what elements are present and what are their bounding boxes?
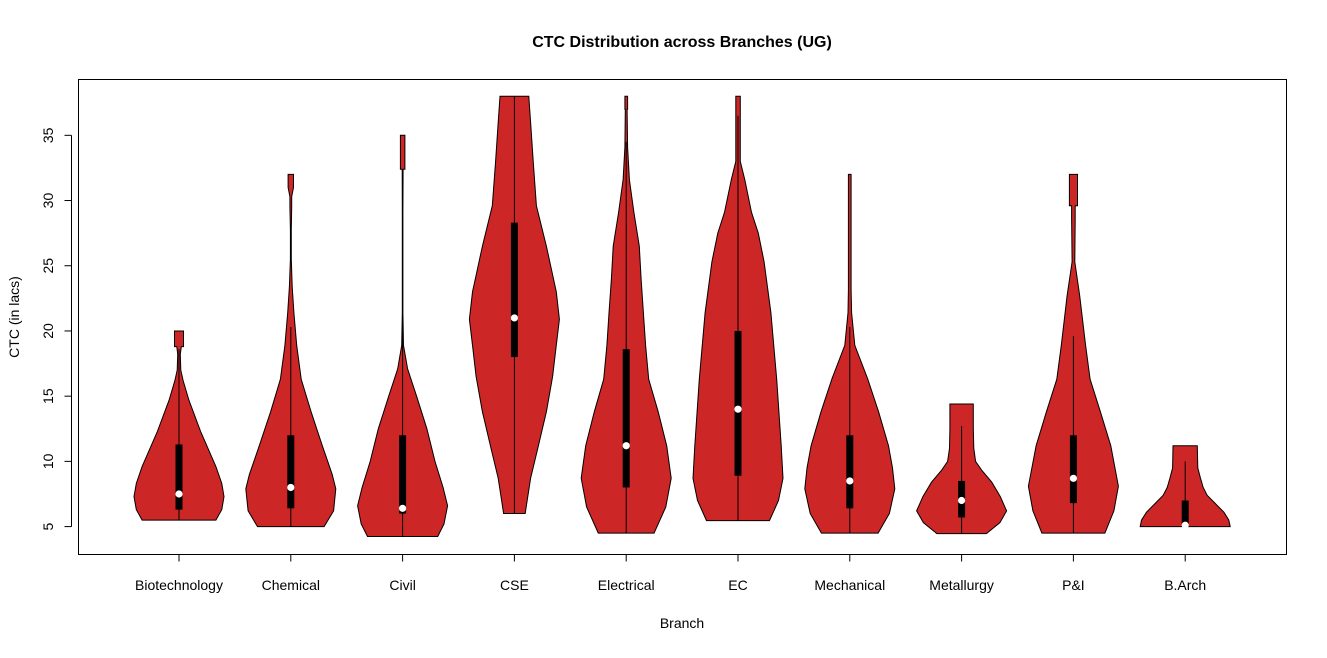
violin-electrical bbox=[580, 95, 672, 534]
x-tick-label: EC bbox=[728, 577, 747, 593]
violin-chemical bbox=[245, 173, 337, 528]
iqr-box bbox=[734, 330, 742, 476]
x-tick-label: B.Arch bbox=[1164, 577, 1206, 593]
y-tick-label: 25 bbox=[40, 258, 56, 274]
violin-biotechnology bbox=[133, 330, 225, 521]
x-tick-label: Metallurgy bbox=[929, 577, 994, 593]
violin-mechanical bbox=[804, 173, 896, 534]
iqr-box bbox=[1181, 500, 1189, 527]
x-axis-label: Branch bbox=[660, 615, 704, 631]
y-tick-label: 5 bbox=[40, 522, 56, 530]
y-tick-label: 20 bbox=[40, 323, 56, 339]
iqr-box bbox=[287, 435, 295, 509]
median-point bbox=[734, 405, 742, 413]
median-point bbox=[287, 483, 295, 492]
median-point bbox=[846, 477, 854, 485]
violins-group bbox=[133, 95, 1231, 537]
y-tick-label: 10 bbox=[40, 453, 56, 469]
violin-civil bbox=[357, 134, 449, 537]
x-tick-label: Civil bbox=[389, 577, 415, 593]
axes-group: Biotechnology Chemical Civil CSE Electrical E… bbox=[40, 127, 1206, 593]
y-axis-label: CTC (in lacs) bbox=[6, 276, 22, 358]
median-point bbox=[1181, 521, 1189, 529]
iqr-box bbox=[399, 435, 407, 514]
x-tick-label: Mechanical bbox=[814, 577, 885, 593]
median-point bbox=[958, 496, 966, 505]
median-point bbox=[622, 442, 630, 450]
iqr-box bbox=[175, 444, 183, 510]
violin-cse bbox=[468, 95, 560, 514]
violin-p-i bbox=[1027, 173, 1119, 534]
violin-b-arch bbox=[1139, 445, 1231, 529]
plot-frame bbox=[78, 79, 1287, 555]
x-tick-label: Chemical bbox=[262, 577, 320, 593]
iqr-box bbox=[622, 349, 630, 488]
median-point bbox=[175, 490, 183, 498]
x-tick-label: P&I bbox=[1062, 577, 1085, 593]
y-tick-label: 35 bbox=[40, 127, 56, 143]
median-point bbox=[1069, 474, 1077, 482]
x-tick-label: Electrical bbox=[598, 577, 655, 593]
violin-ec bbox=[692, 95, 784, 522]
y-tick-label: 15 bbox=[40, 388, 56, 404]
x-tick-label: Biotechnology bbox=[135, 577, 223, 593]
x-tick-label: CSE bbox=[500, 577, 529, 593]
chart-title: CTC Distribution across Branches (UG) bbox=[532, 34, 832, 51]
median-point bbox=[510, 314, 518, 322]
iqr-box bbox=[846, 435, 854, 509]
iqr-box bbox=[1069, 435, 1077, 504]
median-point bbox=[399, 504, 407, 512]
violin-metallurgy bbox=[916, 403, 1008, 535]
iqr-box bbox=[510, 222, 518, 358]
y-tick-label: 30 bbox=[40, 193, 56, 209]
